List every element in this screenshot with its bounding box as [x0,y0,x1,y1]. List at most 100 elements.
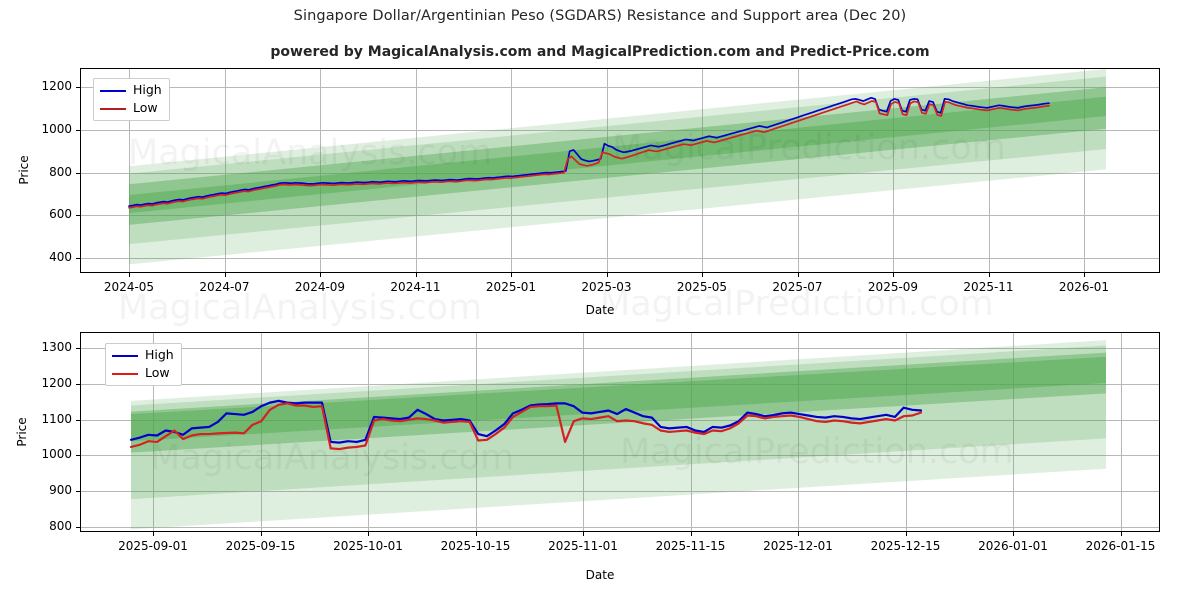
x-tick-label: 2025-11-01 [548,539,618,553]
series-line-high [129,399,923,444]
gridline-vertical [1120,333,1122,531]
x-tick-label: 2025-10-15 [440,539,511,553]
legend-label-low: Low [133,100,158,116]
y-tick-mark [76,215,80,217]
top-chart-plot-area [80,68,1160,273]
gridline-horizontal [81,490,1159,492]
legend-label-high: High [145,347,174,363]
legend-item-high: High [112,348,174,363]
gridline-vertical [511,69,512,272]
low-line-swatch [112,372,138,375]
x-tick-label: 2026-01-01 [978,539,1048,553]
gridline-horizontal [81,215,1159,217]
y-tick-label: 1000 [41,447,72,462]
high-line-swatch [112,354,138,357]
x-tick-mark [153,532,154,536]
gridline-vertical [129,69,130,272]
x-tick-label: 2024-09 [294,280,346,294]
bottom-chart-plot-area [80,332,1160,532]
x-tick-mark [368,532,369,536]
x-tick-label: 2024-07 [199,280,250,294]
y-tick-label: 1000 [41,121,72,136]
x-tick-mark [798,532,799,536]
bottom-chart-bands [131,340,1106,530]
low-line-swatch [100,107,126,110]
y-tick-mark [76,419,80,421]
x-tick-mark [606,273,608,277]
y-tick-label: 800 [49,518,72,533]
y-tick-mark [76,455,80,457]
x-tick-mark [1120,532,1122,536]
x-tick-label: 2025-12-01 [763,539,833,553]
legend-label-low: Low [145,365,170,381]
x-tick-mark [690,532,692,536]
y-tick-label: 600 [49,207,72,222]
gridline-horizontal [81,87,1159,89]
gridline-horizontal [81,172,1159,174]
support-resistance-band [129,69,1106,265]
x-tick-label: 2026-01 [1058,280,1110,294]
gridline-vertical [702,69,703,272]
top-chart-bands [129,69,1106,265]
gridline-vertical [1013,333,1014,531]
y-tick-mark [76,348,80,350]
legend-label-high: High [133,82,162,98]
y-tick-label: 800 [49,164,72,179]
watermark-text: MagicalPrediction.com [600,284,994,324]
y-tick-label: 1200 [41,79,72,94]
legend-item-low: Low [112,366,174,381]
y-tick-mark [76,526,80,528]
y-tick-label: 400 [49,250,72,265]
x-tick-label: 2026-01-15 [1085,539,1156,553]
gridline-vertical [798,333,799,531]
x-tick-label: 2025-03 [581,280,632,294]
support-resistance-band [129,76,1106,245]
watermark-text: MagicalAnalysis.com [118,288,482,328]
series-line-high [128,96,1050,207]
gridline-vertical [153,333,154,531]
gridline-vertical [606,69,608,272]
top-chart-y-axis-label: Price [17,155,31,185]
y-tick-mark [76,383,80,385]
series-line-low [128,100,1050,209]
x-tick-mark [893,273,894,277]
gridline-horizontal [81,526,1159,528]
gridline-horizontal [81,129,1159,131]
x-tick-label: 2025-12-15 [870,539,941,553]
x-tick-mark [988,273,990,277]
x-tick-label: 2025-11-15 [655,539,726,553]
x-tick-label: 2025-01 [485,280,537,294]
watermark-text: MagicalPrediction.com [612,128,1006,168]
gridline-vertical [583,333,584,531]
x-tick-label: 2025-09-15 [225,539,296,553]
gridline-vertical [988,69,990,272]
bottom-chart-series [129,399,923,451]
gridline-vertical [1084,69,1085,272]
bottom-chart-x-axis-label: Date [585,568,615,582]
support-resistance-band [131,352,1106,453]
x-tick-label: 2025-07 [772,280,823,294]
x-tick-mark [583,532,584,536]
y-tick-mark [76,87,80,89]
gridline-horizontal [81,455,1159,457]
x-tick-label: 2025-09 [867,280,919,294]
gridline-vertical [797,69,799,272]
x-tick-mark [1013,532,1014,536]
x-tick-mark [260,532,262,536]
watermark-text: MagicalPrediction.com [620,432,1014,472]
series-line-low [129,402,923,451]
x-tick-label: 2025-09-01 [118,539,188,553]
legend-item-low: Low [100,101,162,116]
y-tick-mark [76,490,80,492]
page-subtitle: powered by MagicalAnalysis.com and Magic… [270,44,930,60]
x-tick-label: 2024-11 [390,280,441,294]
bottom-chart-y-axis-label: Price [15,417,29,447]
gridline-vertical [893,69,894,272]
gridline-horizontal [81,258,1159,260]
x-tick-mark [797,273,799,277]
y-tick-label: 1100 [41,411,72,426]
page-title: Singapore Dollar/Argentinian Peso (SGDAR… [293,8,907,24]
gridline-vertical [415,69,417,272]
bottom-chart-legend: High Low [105,343,182,386]
